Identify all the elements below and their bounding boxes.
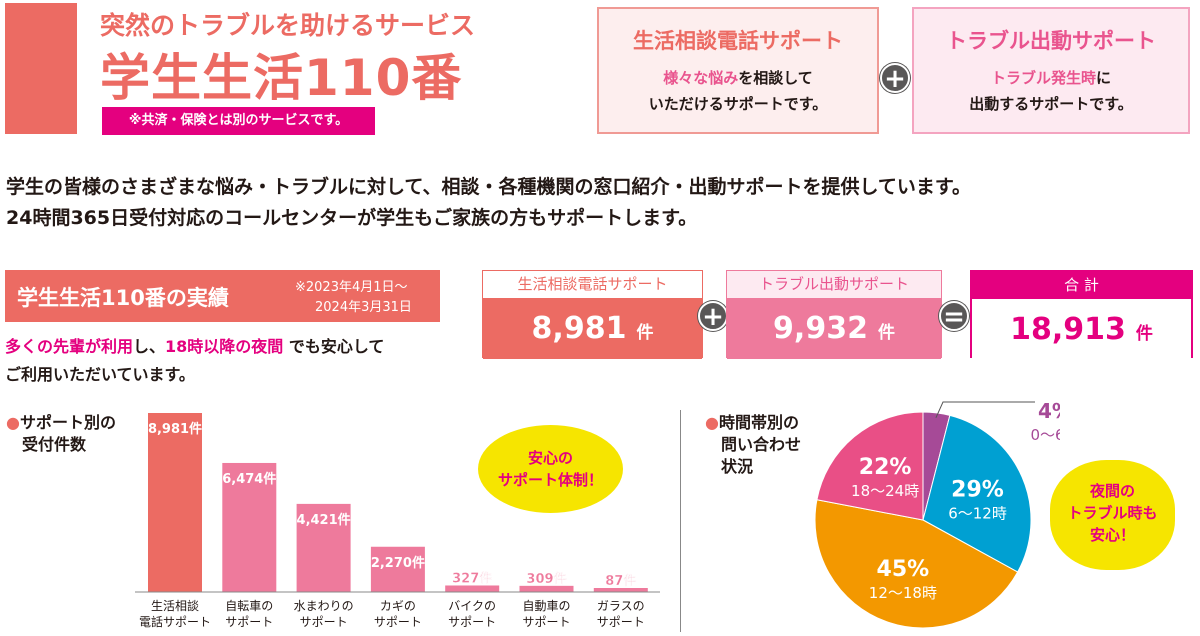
service-phone-support: 生活相談電話サポート 様々な悩みを相談していただけるサポートです。 (597, 7, 879, 134)
results-period: 2024年3月31日 (315, 300, 412, 315)
results-period: ※2023年4月1日〜 (295, 280, 408, 295)
header-note: ※共済・保険とは別のサービスです。 (102, 107, 375, 135)
service-body: に (1096, 69, 1112, 87)
x-tick-label: 生活相談 電話サポート (138, 599, 211, 629)
x-tick-label: カギの サポート (373, 599, 422, 629)
stat-label: 合 計 (972, 272, 1191, 299)
x-tick-label: ガラスの サポート (596, 599, 645, 629)
title-line: サポート別の (19, 413, 116, 432)
leader-line (935, 401, 1035, 419)
bar-value-label: 87件 (605, 573, 636, 589)
bar-chart: 8,981件 6,474件 4,421件 2,270件 327件 309件 87件 (135, 413, 660, 593)
stat-unit: 件 (877, 323, 895, 343)
intro-line-2: 24時間365日受付対応のコールセンターが学生もご家族の方もサポートします。 (6, 207, 698, 229)
pie-slice (814, 499, 1019, 629)
bar-value-label: 309件 (526, 571, 566, 587)
stat-label: トラブル出動サポート (727, 271, 941, 298)
x-tick-label: バイクの サポート (448, 599, 497, 629)
page-title: 学生生活110番 (100, 49, 463, 107)
pie-range-label: 18〜24時 (851, 482, 919, 500)
bubble-text: 安心！ (1089, 526, 1135, 544)
results-banner: 学生生活110番の実績 ※2023年4月1日〜 2024年3月31日 (5, 270, 440, 322)
bar-value-label: 2,270件 (371, 555, 425, 571)
stat-phone: 生活相談電話サポート 8,981 件 (482, 270, 703, 359)
service-body: を相談して (738, 69, 813, 87)
title-line: 状況 (721, 457, 754, 476)
stat-unit: 件 (1135, 324, 1153, 344)
bar (593, 588, 648, 592)
pie-pct-label: 4% (1038, 399, 1060, 423)
bar (445, 585, 500, 592)
bubble-text: 夜間の (1089, 482, 1135, 500)
header-subtitle: 突然のトラブルを助けるサービス (100, 11, 476, 40)
pie-range-label: 6〜12時 (948, 504, 1007, 522)
stat-dispatch: トラブル出動サポート 9,932 件 (726, 270, 942, 359)
intro-line-1: 学生の皆様のさまざまな悩み・トラブルに対して、相談・各種機関の窓口紹介・出動サポ… (6, 176, 972, 198)
bar (148, 413, 202, 592)
equals-icon: = (939, 301, 969, 331)
stat-unit: 件 (636, 323, 654, 343)
stat-label: 生活相談電話サポート (483, 271, 702, 298)
title-line: 問い合わせ (721, 435, 802, 454)
bullet-icon: ● (6, 413, 20, 432)
bubble-text: トラブル時も (1067, 504, 1158, 522)
plus-icon: + (880, 63, 910, 93)
pie-pct-label: 45% (877, 557, 930, 582)
text: し、 (133, 337, 166, 356)
service-title: 生活相談電話サポート (633, 29, 843, 53)
bar (222, 462, 277, 592)
header-color-block (5, 3, 77, 134)
stat-value: 8,981 (531, 311, 627, 346)
x-tick-label: 自転車の サポート (225, 599, 274, 629)
x-tick-label: 自動車の サポート (522, 599, 571, 629)
service-dispatch-support: トラブル出動サポート トラブル発生時に出動するサポートです。 (912, 7, 1190, 134)
bubble-text: サポート体制！ (497, 471, 603, 489)
bar-value-label: 8,981件 (148, 421, 202, 437)
bar (296, 503, 351, 592)
service-body: いただけるサポートです。 (648, 95, 828, 113)
pie-slice (816, 411, 924, 521)
highlight: 18時以降の夜間 (165, 337, 284, 356)
bar-value-label: 4,421件 (297, 512, 351, 528)
text: ご利用いただいています。 (5, 365, 195, 384)
divider (680, 410, 681, 632)
bar-value-label: 327件 (452, 570, 492, 586)
pie-chart-title: ●時間帯別の問い合わせ状況 (705, 412, 801, 478)
service-highlight: 様々な悩み (663, 69, 739, 87)
speech-bubble-pie: 夜間のトラブル時も 安心！ (1050, 460, 1175, 570)
title-line: 受付件数 (22, 435, 87, 454)
stat-value: 18,913 (1010, 312, 1126, 347)
text: でも安心して (283, 337, 385, 356)
bar (519, 585, 574, 592)
pie-range-label: 12〜18時 (869, 584, 937, 602)
title-line: 時間帯別の (718, 413, 799, 432)
bar-chart-title: ●サポート別の 受付件数 (6, 412, 116, 456)
results-description: 多くの先輩が利用し、18時以降の夜間 でも安心してご利用いただいています。 (5, 333, 384, 389)
results-title: 学生生活110番の実績 (17, 286, 229, 310)
service-highlight: トラブル発生時 (990, 69, 1096, 87)
stat-value: 9,932 (773, 311, 868, 346)
plus-icon: + (698, 301, 728, 331)
x-tick-label: 水まわりの サポート (293, 599, 354, 629)
bullet-icon: ● (705, 413, 719, 432)
bubble-text: 安心の (527, 449, 573, 467)
service-title: トラブル出動サポート (946, 29, 1156, 53)
stat-total: 合 計 18,913 件 (970, 270, 1193, 360)
pie-pct-label: 29% (951, 477, 1004, 502)
bar-value-label: 6,474件 (222, 471, 276, 487)
pie-slice (922, 414, 1032, 573)
pie-pct-label: 22% (859, 455, 912, 480)
pie-range-label: 0〜6時 (1030, 426, 1060, 444)
pie-chart: 4% 0〜6時 29% 6〜12時 45% 12〜18時 22% 18〜24時 (814, 399, 1060, 629)
bar (370, 546, 425, 592)
speech-bubble-bar: 安心のサポート体制！ (478, 425, 623, 513)
highlight: 多くの先輩が利用 (5, 337, 134, 356)
service-body: 出動するサポートです。 (969, 95, 1133, 113)
